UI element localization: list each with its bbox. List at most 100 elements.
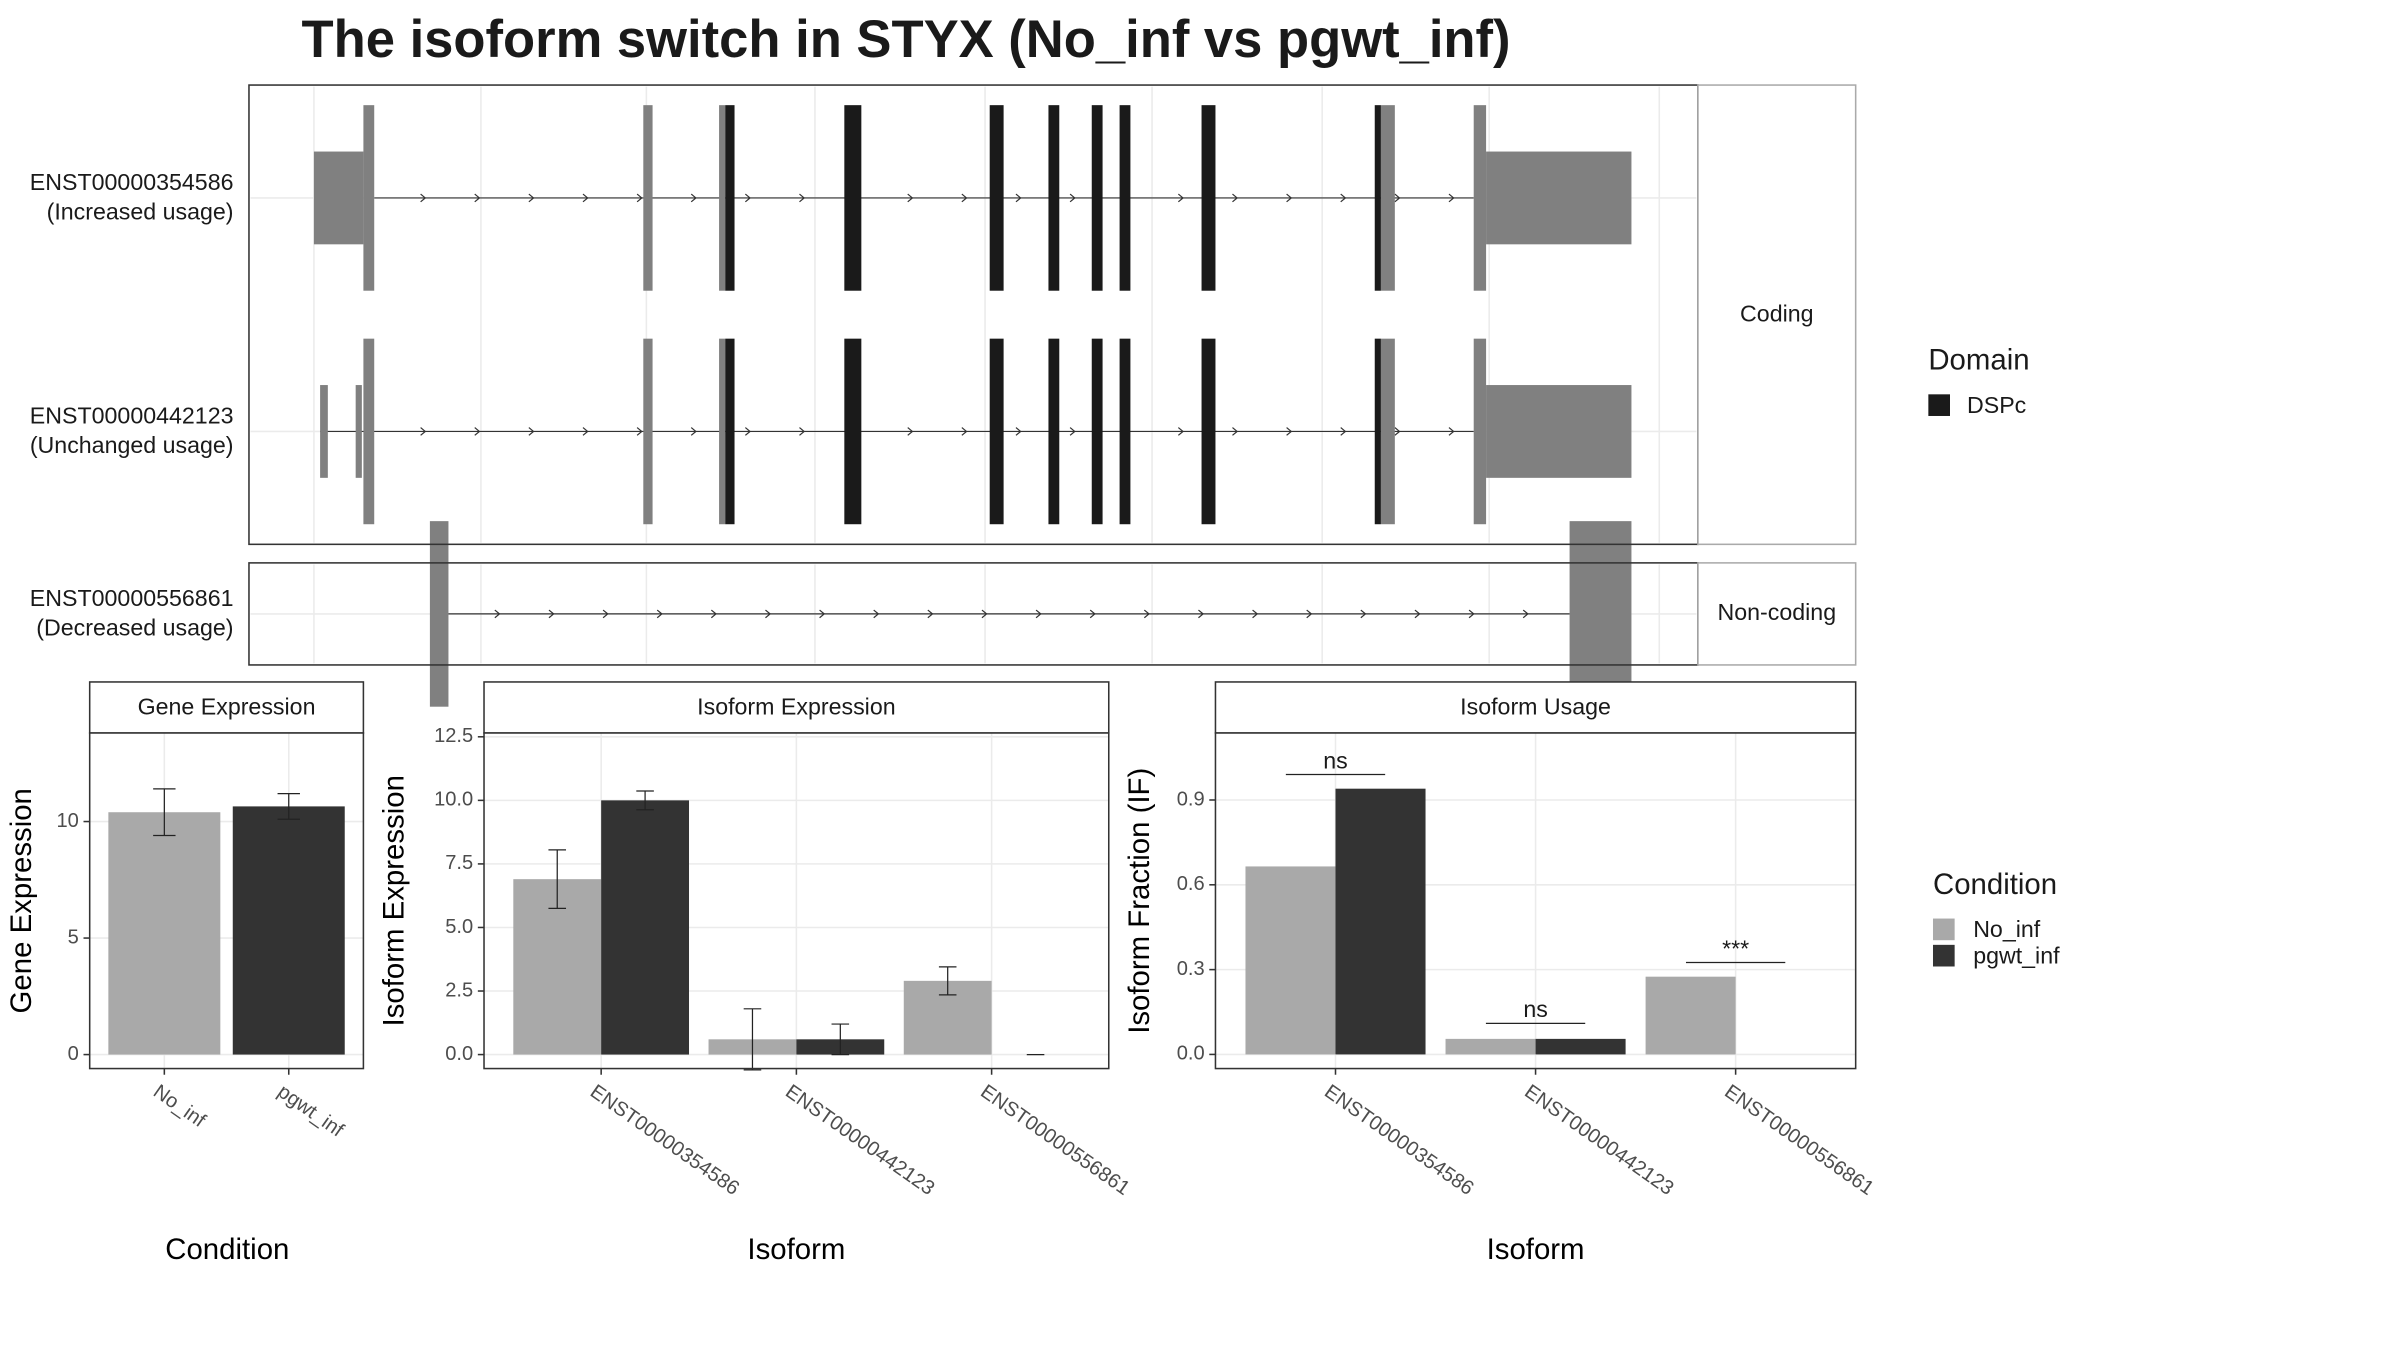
intron-arrow [1522, 609, 1529, 619]
intron-arrow [1286, 427, 1293, 436]
legend-label: No_inf [1973, 916, 2041, 942]
exon [719, 338, 726, 525]
panel-title: Gene Expression [138, 693, 316, 719]
transcript-id: ENST00000556861 [30, 585, 234, 611]
intron-arrow [1306, 609, 1313, 619]
intron-arrow [528, 193, 535, 203]
bar [1335, 788, 1426, 1055]
y-tick-label: 2.5 [445, 979, 473, 1001]
intron-arrow [1198, 609, 1205, 619]
transcript-usage: (Decreased usage) [36, 615, 233, 641]
legend-label: pgwt_inf [1973, 942, 2060, 968]
legend-title: Domain [1928, 344, 2029, 377]
intron-arrow [1252, 609, 1259, 619]
y-axis-title: Gene Expression [5, 788, 38, 1013]
y-axis-title: Isoform Expression [378, 775, 411, 1026]
noncoding-strip [1697, 562, 1857, 666]
intron-arrow [710, 609, 717, 619]
legend-label: DSPc [1967, 392, 2026, 418]
intron-arrow [1177, 427, 1184, 436]
y-tick-label: 0.0 [445, 1043, 473, 1065]
intron-arrow [744, 427, 751, 436]
domain-exon [1119, 338, 1131, 525]
exon [1473, 105, 1487, 291]
y-tick-label: 5.0 [445, 916, 473, 938]
intron-arrow [907, 427, 914, 436]
intron-arrow [656, 609, 663, 619]
intron-arrow [1448, 427, 1455, 436]
domain-exon [725, 338, 735, 525]
intron-arrow [528, 427, 535, 436]
error-bar [636, 790, 654, 811]
intron-arrow [1015, 427, 1022, 436]
intron-arrow [636, 193, 643, 203]
domain-exon [1374, 338, 1381, 525]
panel-border [483, 732, 1110, 1070]
domain-exon [1119, 105, 1131, 291]
exon [363, 338, 375, 525]
bar [1445, 1038, 1536, 1055]
intron-arrow [1069, 193, 1076, 203]
y-tick-label: 0.9 [1177, 788, 1205, 810]
coding-panel-bg [248, 85, 1698, 545]
y-axis-title: Isoform Fraction (IF) [1123, 768, 1156, 1034]
intron-arrow [1340, 193, 1347, 203]
intron-arrow [690, 427, 697, 436]
intron-arrow [474, 193, 481, 203]
intron-arrow [961, 427, 968, 436]
domain-exon [989, 105, 1004, 291]
intron-arrow [1360, 609, 1367, 619]
exon [1380, 105, 1395, 291]
intron-arrow [602, 609, 609, 619]
intron-arrow [1143, 609, 1150, 619]
exon [1569, 521, 1632, 707]
exon [1473, 338, 1487, 525]
transcript-usage: (Unchanged usage) [30, 432, 234, 458]
intron-arrow [907, 193, 914, 203]
domain-exon [1091, 338, 1103, 525]
legend-title: Condition [1933, 868, 2057, 901]
bar [1645, 976, 1736, 1055]
x-axis-title: Isoform [747, 1233, 845, 1266]
y-tick-label: 0.6 [1177, 873, 1205, 895]
legend-key [1932, 918, 1955, 941]
panel-title: Isoform Usage [1460, 693, 1611, 719]
domain-exon [725, 105, 735, 291]
error-bar [548, 849, 567, 910]
bar [232, 806, 345, 1055]
domain-exon [1091, 105, 1103, 291]
intron-arrow [582, 193, 589, 203]
panel-title: Isoform Expression [697, 693, 895, 719]
significance-label: ns [1523, 996, 1548, 1022]
intron-arrow [927, 609, 934, 619]
bar [1245, 866, 1336, 1055]
transcript-id: ENST00000354586 [30, 169, 234, 195]
legend-key [1928, 394, 1950, 416]
figure-title: The isoform switch in STYX (No_inf vs pg… [302, 10, 1511, 69]
intron-arrow [420, 193, 427, 203]
y-tick-label: 0.3 [1177, 958, 1205, 980]
intron-arrow [799, 193, 806, 203]
transcript-usage: (Increased usage) [47, 199, 234, 225]
intron-arrow [799, 427, 806, 436]
utr [1486, 151, 1632, 245]
intron-arrow [1340, 427, 1347, 436]
panel-border [88, 732, 365, 1070]
intron-arrow [690, 193, 697, 203]
y-tick-label: 12.5 [434, 725, 473, 747]
intron-arrow [1015, 193, 1022, 203]
domain-exon [1374, 105, 1381, 291]
exon [363, 105, 375, 291]
error-bar [938, 966, 957, 996]
intron-arrow [636, 427, 643, 436]
y-tick-label: 10 [57, 810, 79, 832]
domain-exon [1048, 105, 1060, 291]
utr [320, 385, 328, 478]
intron-arrow [1394, 427, 1401, 436]
intron-arrow [873, 609, 880, 619]
intron-arrow [1286, 193, 1293, 203]
domain-exon [1048, 338, 1060, 525]
transcript-id: ENST00000442123 [30, 403, 234, 429]
intron-arrow [548, 609, 555, 619]
